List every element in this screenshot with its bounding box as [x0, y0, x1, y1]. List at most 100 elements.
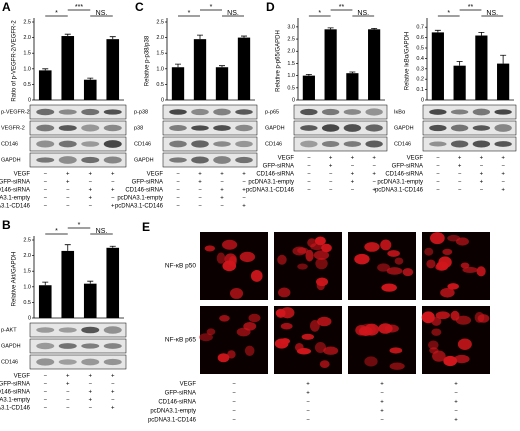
blot-frame	[29, 322, 127, 338]
condition-sign: +	[88, 374, 92, 380]
bar	[171, 67, 185, 100]
cell	[378, 323, 393, 334]
bar	[38, 285, 52, 318]
y-axis-label: Relative p-p65/GAPDH	[276, 30, 282, 92]
blot-label: GAPDH	[394, 125, 414, 131]
condition-sign: −	[88, 406, 92, 412]
cell	[309, 320, 320, 332]
cell	[292, 246, 307, 256]
y-tick-label: 1.0	[23, 284, 31, 290]
condition-label: GFP-siRNA	[263, 164, 294, 170]
condition-label: pcDNA3.1-CD146	[246, 188, 295, 194]
cell	[319, 360, 330, 369]
condition-sign: −	[306, 409, 310, 415]
condition-sign: −	[436, 180, 440, 186]
blot-band	[343, 141, 362, 147]
blot-frame	[162, 152, 258, 168]
blot-label: CD146	[134, 141, 151, 147]
condition-sign: +	[351, 172, 355, 178]
condition-label: CD146-siRNA	[385, 172, 423, 178]
cell	[447, 283, 459, 290]
condition-label: pcDNA3.1-CD146	[375, 188, 424, 194]
condition-sign: +	[480, 172, 484, 178]
condition-sign: −	[242, 180, 246, 186]
condition-sign: +	[380, 382, 384, 388]
y-tick-label: 0.3	[416, 66, 424, 72]
blot-band	[365, 108, 383, 116]
blot-label: CD146	[1, 359, 18, 365]
y-tick-label: 2.5	[23, 237, 31, 243]
blot-band	[472, 125, 491, 131]
blot-band	[58, 140, 77, 148]
bar	[475, 35, 488, 100]
blot-label: p-AKT	[1, 327, 17, 333]
condition-sign: +	[66, 180, 70, 186]
condition-sign: +	[111, 406, 115, 412]
blot-band	[169, 157, 187, 163]
condition-sign: −	[43, 406, 47, 412]
bar	[237, 37, 251, 100]
y-tick-label: 0.2	[416, 77, 424, 83]
error-bar	[109, 245, 116, 248]
condition-sign: −	[66, 390, 70, 396]
cell	[314, 341, 327, 354]
condition-sign: +	[88, 172, 92, 178]
blot-band	[36, 342, 55, 350]
condition-sign: −	[111, 196, 115, 202]
bar	[38, 70, 52, 100]
condition-sign: −	[307, 180, 311, 186]
significance: **	[468, 4, 474, 11]
condition-sign: +	[111, 204, 115, 210]
blot-band	[58, 109, 77, 115]
error-bar	[42, 281, 49, 286]
condition-sign: −	[43, 390, 47, 396]
error-bar	[87, 77, 94, 80]
blot-frame	[293, 104, 388, 120]
condition-sign: +	[198, 180, 202, 186]
blot-band	[321, 124, 340, 132]
blot-label: IκBα	[394, 109, 406, 115]
cell	[474, 312, 485, 323]
condition-sign: −	[458, 180, 462, 186]
blot-band	[36, 157, 55, 163]
condition-sign: −	[111, 180, 115, 186]
y-axis-label: Relative p-p38/p38	[145, 35, 151, 86]
y-tick-label: 1.0	[156, 66, 164, 72]
significance: *	[55, 228, 58, 235]
condition-sign: +	[454, 382, 458, 388]
condition-label: CD146-siRNA	[0, 188, 30, 194]
condition-sign: −	[242, 196, 246, 202]
blot-band	[36, 124, 55, 132]
blot-label: p-p65	[265, 109, 279, 115]
cell	[450, 310, 460, 321]
condition-label: VEGF	[407, 156, 424, 162]
cell	[229, 287, 244, 299]
condition-label: CD146-siRNA	[125, 188, 163, 194]
cell	[455, 237, 469, 246]
condition-sign: +	[242, 188, 246, 194]
condition-sign: −	[501, 164, 505, 170]
condition-sign: +	[220, 196, 224, 202]
blot-band	[343, 109, 362, 115]
cell	[432, 350, 446, 362]
blot-label: GAPDH	[1, 157, 21, 163]
cell	[199, 333, 213, 342]
condition-label: VEGF	[14, 172, 31, 178]
blot-band	[169, 124, 187, 132]
y-tick-label: 2.0	[287, 49, 295, 55]
cell	[227, 350, 236, 359]
condition-label: CD146-siRNA	[0, 390, 30, 396]
condition-sign: −	[220, 204, 224, 210]
cell	[222, 239, 238, 250]
condition-sign: +	[501, 188, 505, 194]
blot-band	[191, 140, 209, 148]
cell	[381, 283, 397, 292]
condition-sign: −	[307, 188, 311, 194]
condition-sign: −	[380, 391, 384, 397]
y-tick-label: 0.5	[23, 300, 31, 306]
cell	[435, 311, 450, 320]
condition-sign: −	[88, 180, 92, 186]
condition-sign: −	[66, 204, 70, 210]
blot-band	[58, 327, 77, 333]
